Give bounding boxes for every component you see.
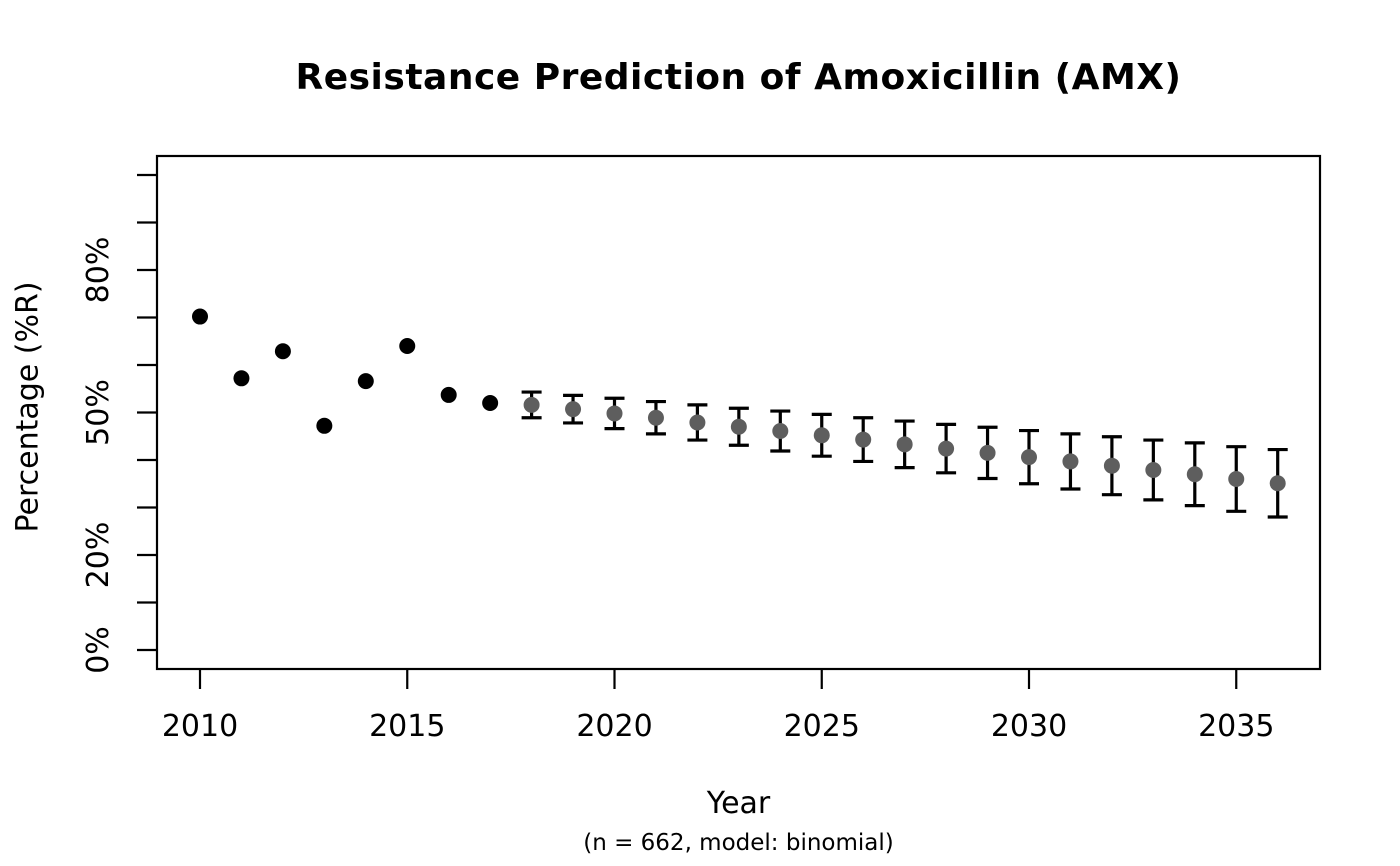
chart-title: Resistance Prediction of Amoxicillin (AM… bbox=[295, 57, 1182, 98]
predicted-point bbox=[938, 440, 955, 457]
x-tick-label: 2025 bbox=[784, 709, 860, 744]
x-tick-label: 2020 bbox=[576, 709, 652, 744]
predicted-point bbox=[1228, 471, 1245, 487]
y-tick-label: 20% bbox=[81, 522, 116, 589]
predicted-point bbox=[1103, 457, 1120, 474]
observed-point bbox=[192, 308, 208, 325]
observed-point bbox=[399, 338, 416, 354]
predicted-point bbox=[896, 436, 913, 453]
predicted-point bbox=[730, 418, 747, 435]
predicted-point bbox=[772, 423, 789, 440]
x-axis-label: Year bbox=[706, 786, 771, 821]
predicted-point bbox=[1145, 461, 1162, 478]
predicted-point bbox=[647, 409, 664, 426]
predicted-point bbox=[606, 405, 623, 422]
x-tick-label: 2015 bbox=[369, 709, 445, 744]
predicted-point bbox=[523, 396, 540, 413]
predicted-point bbox=[1269, 475, 1286, 492]
observed-point bbox=[440, 386, 457, 403]
observed-point bbox=[274, 343, 291, 360]
y-tick-label: 50% bbox=[81, 379, 116, 446]
predicted-point bbox=[1021, 449, 1037, 466]
predicted-point bbox=[979, 444, 996, 461]
predicted-point bbox=[565, 401, 582, 418]
observed-point bbox=[482, 395, 499, 411]
predicted-point bbox=[1186, 466, 1203, 483]
predicted-point bbox=[689, 414, 706, 431]
predicted-point bbox=[813, 427, 830, 444]
predicted-point bbox=[1062, 453, 1079, 470]
observed-point bbox=[357, 373, 374, 390]
x-tick-label: 2010 bbox=[162, 709, 238, 744]
chart-subtitle: (n = 662, model: binomial) bbox=[583, 830, 894, 856]
y-tick-label: 0% bbox=[81, 626, 116, 674]
observed-point bbox=[316, 417, 333, 434]
predicted-point bbox=[855, 431, 872, 448]
x-tick-label: 2030 bbox=[991, 709, 1067, 744]
y-tick-label: 80% bbox=[81, 237, 116, 304]
x-tick-label: 2035 bbox=[1198, 709, 1274, 744]
observed-point bbox=[233, 370, 250, 387]
